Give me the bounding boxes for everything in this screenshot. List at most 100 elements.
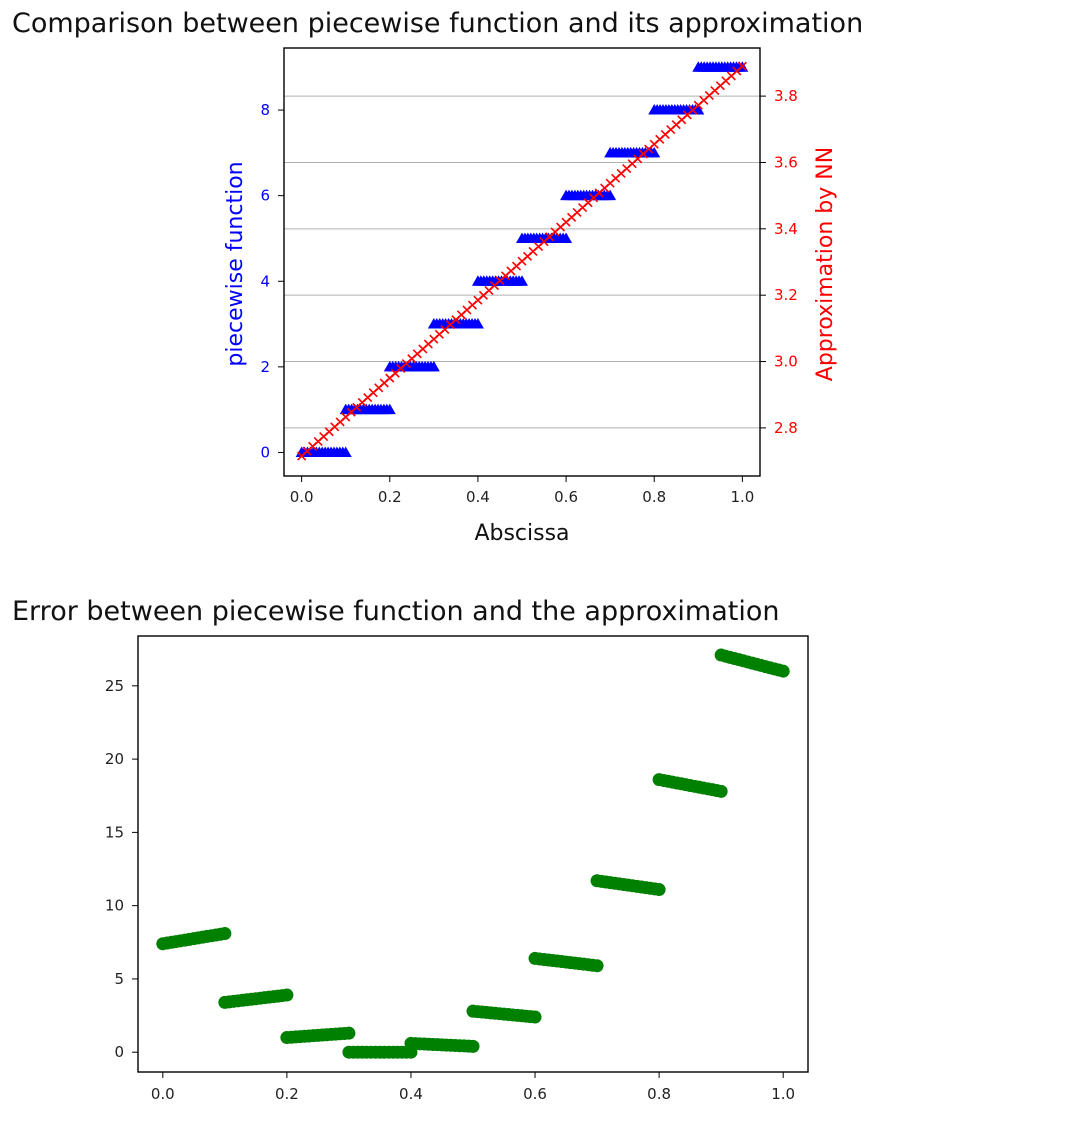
error-point (191, 931, 205, 945)
error-point (236, 993, 250, 1007)
error-point (466, 1004, 480, 1018)
error-point (652, 773, 666, 787)
error-point (156, 937, 170, 951)
x-tick-label: 0.2 (275, 1085, 299, 1103)
x-axis-label: Abscissa (474, 521, 569, 546)
error-point (227, 994, 241, 1008)
error-point (705, 783, 719, 797)
error-point (612, 877, 626, 891)
x-tick-label: 1.0 (730, 488, 754, 506)
y-tick-label: 15 (105, 823, 124, 841)
error-point (205, 929, 219, 943)
error-point (218, 927, 232, 941)
x-marker-stroke (737, 61, 747, 71)
error-point (506, 1008, 520, 1022)
right-y-tick-label: 2.8 (774, 419, 798, 437)
error-point (701, 782, 715, 796)
error-point (719, 649, 733, 663)
error-point (572, 957, 586, 971)
error-point (271, 989, 285, 1003)
left-y-tick-label: 4 (260, 272, 270, 290)
error-point (333, 1027, 347, 1041)
x-axis-ticks: 0.0 0.2 0.4 0.6 0.8 1.0 (290, 476, 754, 506)
error-point (776, 664, 790, 678)
y-axis-ticks: 0 5 10 15 20 25 (105, 677, 138, 1061)
error-point (253, 991, 267, 1005)
error-point (182, 932, 196, 946)
error-point (382, 1045, 396, 1059)
error-point (484, 1006, 498, 1020)
error-point (470, 1005, 484, 1019)
x-tick-label: 0.0 (290, 488, 314, 506)
error-point (404, 1036, 418, 1050)
piecewise-point (427, 360, 440, 372)
error-point (329, 1027, 343, 1041)
error-point (670, 776, 684, 790)
error-point (741, 655, 755, 669)
error-point (302, 1029, 316, 1043)
error-point (723, 650, 737, 664)
x-tick-label: 0.6 (554, 488, 578, 506)
error-point (342, 1026, 356, 1040)
error-point (431, 1038, 445, 1052)
error-point (298, 1029, 312, 1043)
error-point (457, 1039, 471, 1053)
error-point (351, 1045, 365, 1059)
error-point (417, 1037, 431, 1051)
error-point (758, 660, 772, 674)
error-point (169, 935, 183, 949)
comparison-chart: 0.0 0.2 0.4 0.6 0.8 1.0 0 2 4 6 8 2.8 3.0 3.2 3.4 3.6… (223, 47, 838, 546)
error-point (462, 1039, 476, 1053)
error-point (501, 1008, 515, 1022)
error-point (369, 1045, 383, 1059)
error-point (692, 780, 706, 794)
error-point (568, 956, 582, 970)
error-point (231, 994, 245, 1008)
error-point (479, 1005, 493, 1019)
error-point (258, 991, 272, 1005)
error-point (306, 1029, 320, 1043)
error-point (617, 878, 631, 892)
x-tick-label: 0.2 (378, 488, 402, 506)
error-point (213, 927, 227, 941)
error-point (639, 881, 653, 895)
error-point (736, 654, 750, 668)
error-point (541, 953, 555, 967)
y-tick-label: 25 (105, 677, 124, 695)
error-point (550, 954, 564, 968)
error-point (626, 879, 640, 893)
error-point (763, 661, 777, 675)
error-point (683, 778, 697, 792)
error-point (603, 876, 617, 890)
y-tick-label: 10 (105, 897, 124, 915)
piecewise-point (383, 403, 396, 415)
error-point (386, 1045, 400, 1059)
error-point (710, 784, 724, 798)
error-point (581, 958, 595, 972)
error-point (284, 1030, 298, 1044)
y-tick-label: 5 (114, 970, 124, 988)
error-point (528, 951, 542, 965)
error-point (696, 781, 710, 795)
error-point (439, 1038, 453, 1052)
error-point (767, 662, 781, 676)
x-tick-label: 0.8 (647, 1085, 671, 1103)
approximation-series (297, 61, 747, 461)
piecewise-point (604, 189, 617, 201)
error-point (634, 880, 648, 894)
x-tick-label: 0.6 (523, 1085, 547, 1103)
error-point (559, 955, 573, 969)
error-point (178, 933, 192, 947)
error-point (280, 988, 294, 1002)
error-point (337, 1026, 351, 1040)
error-point (267, 990, 281, 1004)
error-series (156, 648, 790, 1059)
error-point (714, 648, 728, 662)
right-y-tick-label: 3.8 (774, 87, 798, 105)
right-y-tick-label: 3.4 (774, 220, 798, 238)
error-point (648, 882, 662, 896)
piecewise-point (339, 446, 352, 457)
error-point (732, 653, 746, 667)
right-y-tick-label: 3.6 (774, 153, 798, 171)
error-point (391, 1045, 405, 1059)
